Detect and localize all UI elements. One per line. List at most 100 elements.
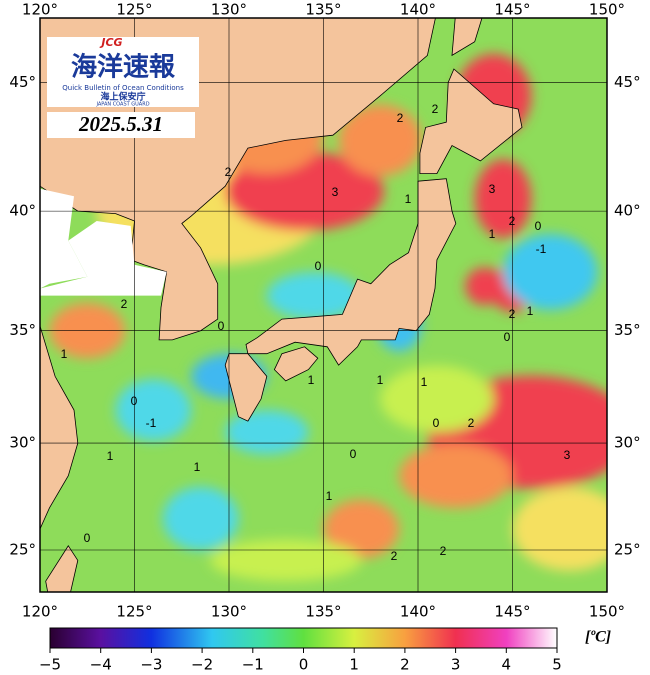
graticule [40, 18, 607, 592]
anomaly-patch [210, 539, 362, 582]
anomaly-patch [323, 499, 400, 559]
contour-label: 1 [405, 192, 412, 206]
landmass [273, 346, 319, 382]
lon-label: 130° [211, 603, 247, 621]
contour-label: 1 [489, 227, 496, 241]
contour-label: 0 [84, 531, 91, 545]
colorbar-tick-label: 0 [299, 656, 309, 674]
contour-label: 1 [308, 373, 315, 387]
lon-label: 120° [22, 603, 58, 621]
logo-box [47, 37, 199, 107]
logo-org-en: JAPAN COAST GUARD [95, 102, 149, 108]
anomaly-patch [162, 486, 239, 550]
lat-label: 40° [9, 202, 36, 220]
axes: 120°120°125°125°130°130°135°135°140°140°… [9, 1, 640, 621]
colorbar [49, 627, 558, 649]
lat-label: 35° [614, 321, 641, 339]
anomaly-patch [503, 234, 598, 310]
anomaly-patch [338, 104, 422, 177]
contour-label: 1 [194, 460, 201, 474]
colorbar-tick-label: 5 [552, 656, 562, 674]
lon-label: 150° [589, 1, 625, 19]
contour-label: 0 [535, 219, 542, 233]
anomaly-patch [380, 365, 494, 433]
lat-label: 45° [614, 73, 641, 91]
contour-label: 2 [440, 544, 447, 558]
contour-label: 0 [350, 447, 357, 461]
colorbar-unit: [ºC] [585, 629, 611, 646]
logo-title: 海洋速報 [71, 52, 176, 83]
no-data-area [40, 221, 167, 296]
contour-label: 0 [504, 330, 511, 344]
contour-label: 2 [225, 165, 232, 179]
anomaly-patch [115, 379, 192, 441]
contour-label: -1 [146, 416, 157, 430]
colorbar-tick-label: 3 [451, 656, 461, 674]
date: 2025.5.31 [78, 112, 163, 136]
colorbar-tick-label: −5 [39, 656, 61, 674]
contour-label: 1 [107, 449, 114, 463]
landmass [224, 353, 268, 422]
colorbar-tick-label: −4 [90, 656, 112, 674]
logo: JCG 海洋速報 Quick Bulletin of Ocean Conditi… [47, 36, 199, 108]
lon-label: 120° [22, 1, 58, 19]
lat-label: 30° [614, 434, 641, 452]
contour-label: 1 [421, 375, 428, 389]
lon-label: 140° [400, 1, 436, 19]
logo-org: 海上保安庁 [100, 91, 145, 103]
colorbar-tick-label: 1 [349, 656, 359, 674]
contour-label: 2 [391, 549, 398, 563]
colorbar-tick-label: −3 [140, 656, 162, 674]
anomaly-patch [399, 443, 513, 508]
contour-label: 2 [121, 297, 128, 311]
colorbar-tick-label: −1 [242, 656, 264, 674]
no-data-area [40, 188, 88, 289]
contour-label: 2 [509, 307, 516, 321]
landmass [45, 545, 79, 592]
contour-label: 1 [61, 347, 68, 361]
lat-label: 25° [9, 541, 36, 559]
lon-label: 130° [211, 1, 247, 19]
landmass [451, 18, 483, 57]
colorbar-tick-label: 4 [502, 656, 512, 674]
landmass [419, 68, 523, 175]
map-frame [39, 17, 608, 593]
lat-label: 30° [9, 434, 36, 452]
lat-label: 45° [9, 73, 36, 91]
contour-label: 1 [527, 304, 534, 318]
colorbar-ticks: −5 −4 −3 −2 −1 0 1 2 3 4 5 [39, 648, 562, 674]
anomaly-patch [266, 272, 362, 320]
contour-label: 0 [315, 259, 322, 273]
anomaly-patch [465, 267, 504, 306]
lat-label: 25° [614, 541, 641, 559]
lat-label: 40° [614, 202, 641, 220]
lon-label: 150° [589, 603, 625, 621]
contour-label: 2 [432, 102, 439, 116]
lon-label: 145° [494, 1, 530, 19]
contour-label: 3 [332, 185, 339, 199]
contour-label: 1 [377, 373, 384, 387]
lon-label: 135° [305, 603, 341, 621]
contour-label: 0 [131, 394, 138, 408]
logo-subtitle: Quick Bulletin of Ocean Conditions [62, 84, 184, 92]
lon-label: 125° [116, 603, 152, 621]
contour-label: 3 [489, 182, 496, 196]
contour-label: -1 [536, 242, 547, 256]
contour-label: 0 [433, 416, 440, 430]
contour-label: 2 [509, 214, 516, 228]
lon-label: 135° [305, 1, 341, 19]
landmass [40, 325, 79, 530]
lon-label: 140° [400, 603, 436, 621]
anomaly-patch [474, 159, 532, 239]
lat-label: 35° [9, 321, 36, 339]
contour-label: 1 [326, 489, 333, 503]
date-box [47, 112, 195, 138]
landmass [245, 178, 457, 366]
contour-label: 2 [397, 111, 404, 125]
logo-acronym: JCG [99, 36, 122, 49]
lon-label: 125° [116, 1, 152, 19]
colorbar-tick-label: 2 [400, 656, 410, 674]
